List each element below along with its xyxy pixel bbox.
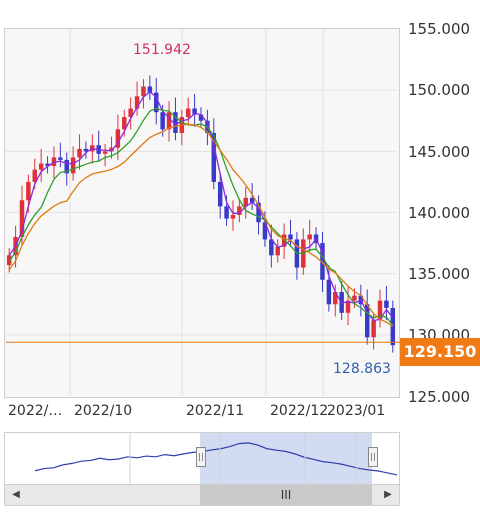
candle-body — [83, 148, 89, 152]
candle-body — [249, 197, 255, 203]
y-tick-145: 145.000 — [408, 143, 471, 161]
candlestick-chart — [6, 29, 400, 396]
candle-body — [237, 206, 242, 215]
candle-body — [160, 112, 165, 130]
y-tick-125: 125.000 — [408, 388, 471, 406]
candle-body — [198, 114, 204, 121]
ma-short-line — [8, 90, 394, 322]
y-tick-150: 150.000 — [408, 81, 471, 99]
candle-body — [147, 86, 153, 93]
scroll-left-button[interactable]: ◀ — [5, 485, 27, 505]
candle-body — [275, 246, 280, 256]
right-arrow-icon: ▶ — [384, 489, 392, 500]
x-tick-2023-01: 2023/01 — [327, 403, 386, 419]
candle-body — [288, 234, 293, 240]
left-arrow-icon: ◀ — [12, 489, 20, 500]
candle-body — [256, 202, 261, 223]
candle-body — [211, 132, 217, 182]
candle-body — [154, 92, 159, 113]
candle-body — [32, 169, 38, 182]
candle-body — [345, 300, 351, 313]
scroll-thumb[interactable]: III — [200, 485, 372, 505]
navigator-line — [34, 442, 398, 476]
x-tick-2022-sep: 2022/… — [8, 403, 63, 419]
candle-body — [58, 157, 63, 160]
candle-body — [70, 157, 76, 174]
navigator-right-handle[interactable]: || — [368, 447, 378, 467]
candle-body — [134, 96, 140, 109]
candle-body — [141, 86, 146, 97]
x-tick-2022-12: 2022/12 — [270, 403, 329, 419]
y-tick-155: 155.000 — [408, 20, 471, 38]
candle-body — [224, 206, 229, 219]
candle-body — [326, 279, 332, 305]
candle-body — [45, 163, 50, 167]
x-tick-2022-11: 2022/11 — [186, 403, 245, 419]
candle-body — [281, 234, 287, 247]
candle-body — [6, 255, 12, 266]
ma-mid-line — [8, 107, 394, 326]
candle-body — [109, 147, 114, 152]
candle-body — [19, 200, 25, 237]
range-navigator[interactable]: || || — [4, 432, 400, 486]
candle-body — [26, 181, 31, 201]
candle-body — [371, 320, 376, 338]
candle-body — [173, 112, 178, 133]
candle-body — [390, 307, 396, 346]
candle-body — [192, 108, 197, 115]
candle-body — [77, 148, 82, 158]
candle-body — [243, 197, 248, 207]
candle-body — [269, 239, 274, 256]
y-tick-135: 135.000 — [408, 265, 471, 283]
y-tick-140: 140.000 — [408, 204, 471, 222]
candle-body — [102, 151, 108, 154]
ma-long-line — [8, 123, 394, 327]
candle-body — [320, 243, 325, 280]
navigator-sparkline — [34, 433, 398, 485]
candle-body — [38, 163, 44, 170]
candle-body — [230, 214, 236, 219]
candle-body — [377, 300, 383, 321]
candle-body — [166, 112, 172, 130]
candle-body — [352, 295, 357, 301]
candle-body — [262, 222, 268, 240]
candle-body — [185, 108, 191, 118]
x-tick-2022-10: 2022/10 — [74, 403, 133, 419]
candle-body — [115, 129, 121, 148]
navigator-selected-range — [200, 433, 372, 485]
high-price-label: 151.942 — [133, 42, 191, 58]
current-price-badge: 129.150 — [400, 338, 480, 366]
candle-body — [384, 300, 389, 308]
scroll-right-button[interactable]: ▶ — [377, 485, 399, 505]
navigator-left-handle[interactable]: || — [196, 447, 206, 467]
candle-body — [217, 181, 223, 207]
candle-body — [64, 159, 69, 174]
candle-body — [128, 108, 133, 118]
candle-body — [122, 117, 127, 130]
navigator-scrollbar[interactable]: ◀ III ▶ — [4, 484, 400, 506]
low-price-label: 128.863 — [333, 361, 391, 377]
candle-body — [364, 304, 370, 338]
candle-body — [333, 292, 338, 305]
candle-body — [307, 234, 312, 240]
